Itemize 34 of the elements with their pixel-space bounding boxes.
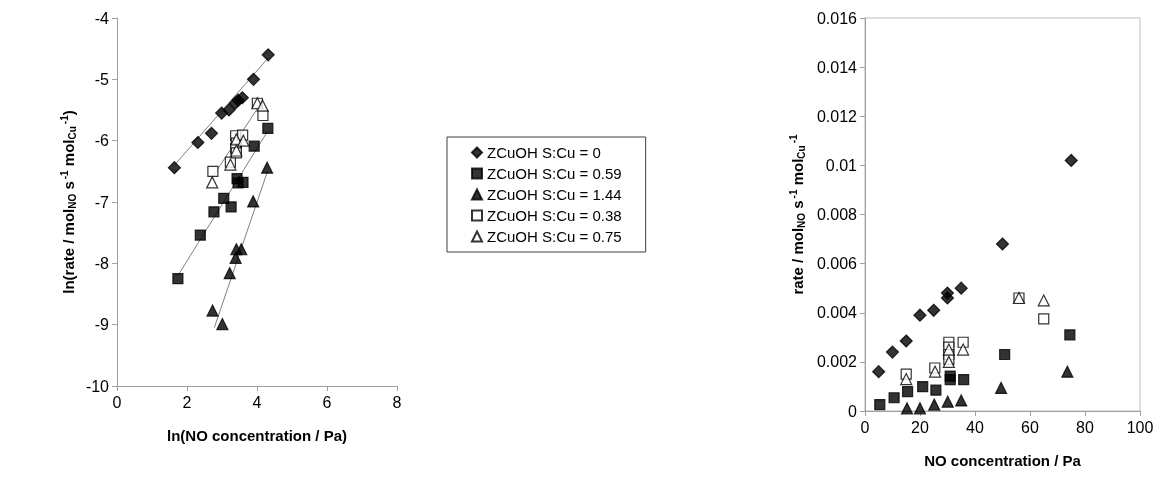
legend-label: ZCuOH S:Cu = 0 bbox=[487, 144, 601, 161]
x-tick-label: 4 bbox=[252, 393, 262, 411]
y-tick-label: 0.004 bbox=[816, 304, 858, 322]
legend-label: ZCuOH S:Cu = 1.44 bbox=[487, 186, 622, 203]
x-tick-label: 40 bbox=[966, 418, 984, 436]
y-tick-label: 0.008 bbox=[816, 206, 858, 223]
x-axis-title: ln(NO concentration / Pa) bbox=[166, 427, 348, 444]
y-tick-label: -6 bbox=[94, 132, 110, 150]
y-tick-label: -7 bbox=[94, 193, 110, 211]
y-axis-title: ln(rate / molNO s-1 molCu-1) bbox=[58, 110, 78, 294]
x-tick-label: 0 bbox=[860, 418, 870, 436]
legend-label: ZCuOH S:Cu = 0.38 bbox=[487, 207, 622, 224]
x-tick-label: 100 bbox=[1126, 418, 1154, 436]
x-axis-title: NO concentration / Pa bbox=[924, 452, 1082, 469]
x-tick-label: 2 bbox=[182, 393, 192, 411]
x-tick-label: 6 bbox=[322, 393, 332, 411]
legend-label: ZCuOH S:Cu = 0.75 bbox=[487, 228, 622, 245]
y-tick-label: 0.012 bbox=[816, 107, 858, 125]
x-tick-label: 60 bbox=[1021, 418, 1039, 436]
x-tick-label: 0 bbox=[112, 393, 122, 411]
y-tick-label: 0.006 bbox=[816, 255, 858, 273]
y-tick-label: -9 bbox=[94, 316, 110, 334]
y-tick-label: -5 bbox=[94, 70, 110, 88]
y-tick-label: -4 bbox=[94, 9, 110, 27]
x-tick-label: 80 bbox=[1076, 418, 1094, 436]
legend-label: ZCuOH S:Cu = 0.59 bbox=[487, 165, 622, 182]
y-tick-label: 0.01 bbox=[825, 156, 858, 174]
x-tick-label: 8 bbox=[392, 393, 402, 411]
y-tick-label: 0.014 bbox=[816, 58, 858, 76]
y-tick-label: 0.016 bbox=[816, 9, 858, 27]
y-tick-label: -10 bbox=[85, 377, 110, 395]
y-tick-label: -8 bbox=[94, 254, 110, 272]
x-tick-label: 20 bbox=[911, 418, 929, 436]
y-tick-label: 0.002 bbox=[816, 353, 858, 371]
